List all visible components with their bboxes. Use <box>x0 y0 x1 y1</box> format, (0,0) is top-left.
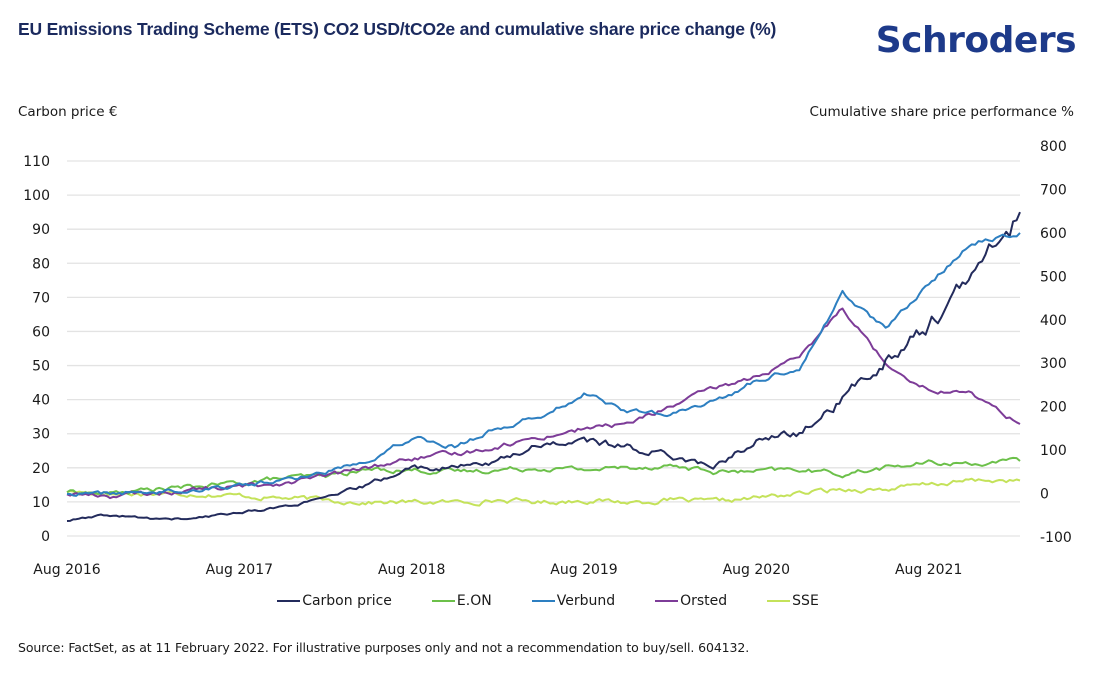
source-note: Source: FactSet, as at 11 February 2022.… <box>18 640 750 655</box>
x-axis-ticks: Aug 2016 Aug 2017 Aug 2018 Aug 2019 Aug 2020… <box>33 562 962 578</box>
schroders-logo: Schroders <box>875 20 1077 61</box>
left-axis-title: Carbon price € <box>18 104 118 120</box>
x-tick-label: Aug 2019 <box>550 562 617 578</box>
legend-label: E.ON <box>456 593 492 609</box>
right-tick-label: 200 <box>1040 400 1067 416</box>
right-axis-ticks: -100 0 100 200 300 400 500 600 700 800 <box>1040 139 1072 546</box>
legend-item-sse: SSE <box>767 593 819 609</box>
x-tick-label: Aug 2016 <box>33 562 101 578</box>
legend-label: Orsted <box>680 593 728 609</box>
right-tick-label: -100 <box>1040 530 1072 546</box>
series-lines <box>66 211 1021 522</box>
series-line-sse <box>66 477 1021 507</box>
left-tick-label: 40 <box>32 393 50 409</box>
right-tick-label: 0 <box>1040 487 1049 503</box>
x-tick-label: Aug 2018 <box>378 562 445 578</box>
gridlines <box>67 160 1020 537</box>
series-line-e-on <box>66 456 1021 496</box>
right-tick-label: 400 <box>1040 313 1067 329</box>
chart-title: EU Emissions Trading Scheme (ETS) CO2 US… <box>18 19 777 39</box>
x-tick-label: Aug 2021 <box>895 562 962 578</box>
left-tick-label: 0 <box>41 529 50 545</box>
left-tick-label: 80 <box>32 256 50 272</box>
x-tick-label: Aug 2020 <box>723 562 790 578</box>
legend-swatch <box>431 599 455 603</box>
left-tick-label: 90 <box>32 222 50 238</box>
legend-item-e-on: E.ON <box>431 593 492 609</box>
right-tick-label: 800 <box>1040 139 1067 155</box>
left-tick-label: 30 <box>32 427 50 443</box>
legend: Carbon price E.ON Verbund Orsted SSE <box>0 593 1096 609</box>
left-tick-label: 10 <box>32 495 50 511</box>
right-tick-label: 600 <box>1040 226 1067 242</box>
legend-label: Carbon price <box>302 593 392 609</box>
series-line-verbund <box>66 232 1021 497</box>
left-axis-ticks: 0 10 20 30 40 50 60 70 80 90 100 110 <box>23 154 50 545</box>
left-tick-label: 60 <box>32 324 50 340</box>
legend-swatch <box>767 599 791 603</box>
left-tick-label: 70 <box>32 290 50 306</box>
right-tick-label: 700 <box>1040 182 1067 198</box>
legend-swatch <box>531 599 555 603</box>
legend-label: Verbund <box>556 593 616 609</box>
legend-label: SSE <box>792 593 819 609</box>
right-tick-label: 500 <box>1040 269 1067 285</box>
legend-item-carbon-price: Carbon price <box>277 593 392 609</box>
right-axis-title: Cumulative share price performance % <box>809 104 1074 120</box>
legend-item-orsted: Orsted <box>655 593 727 609</box>
left-tick-label: 110 <box>23 154 50 170</box>
right-tick-label: 100 <box>1040 443 1067 459</box>
legend-swatch <box>277 599 301 603</box>
x-tick-label: Aug 2017 <box>206 562 273 578</box>
left-tick-label: 50 <box>32 359 50 375</box>
right-tick-label: 300 <box>1040 356 1067 372</box>
series-line-carbon-price <box>66 211 1021 522</box>
left-tick-label: 20 <box>32 461 50 477</box>
legend-swatch <box>655 599 679 603</box>
legend-item-verbund: Verbund <box>531 593 616 609</box>
left-tick-label: 100 <box>23 188 50 204</box>
